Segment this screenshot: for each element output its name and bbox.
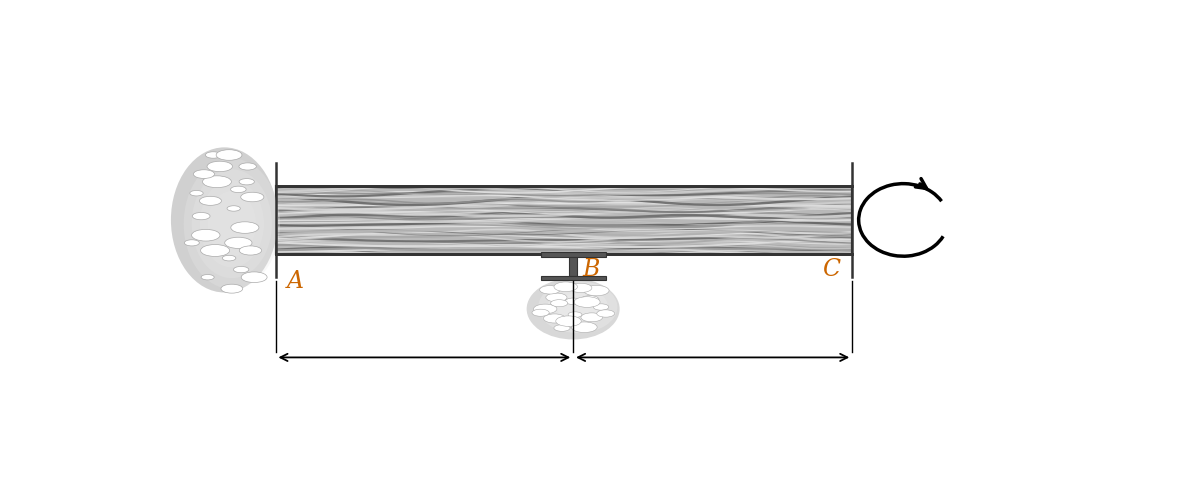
Circle shape: [565, 321, 581, 327]
Bar: [276, 186, 852, 254]
Bar: [852, 60, 1080, 441]
Circle shape: [540, 286, 560, 294]
Circle shape: [581, 313, 602, 322]
Circle shape: [227, 206, 240, 211]
Circle shape: [199, 196, 222, 205]
Circle shape: [190, 190, 203, 196]
Text: B: B: [582, 258, 600, 281]
Ellipse shape: [170, 147, 278, 293]
Circle shape: [544, 314, 565, 323]
Circle shape: [230, 186, 246, 192]
Bar: [150, 60, 276, 441]
Text: Determine the reactions at the supports, then draw the moment diagram. Assume th: Determine the reactions at the supports,…: [160, 69, 1036, 88]
Ellipse shape: [208, 191, 256, 256]
Circle shape: [534, 304, 557, 313]
Circle shape: [193, 170, 215, 179]
Circle shape: [593, 304, 608, 310]
Circle shape: [571, 322, 598, 332]
Bar: [541, 252, 606, 256]
Circle shape: [192, 212, 210, 220]
Text: C: C: [822, 258, 840, 281]
Circle shape: [554, 325, 570, 331]
Bar: [150, 60, 1080, 186]
Ellipse shape: [539, 281, 617, 333]
Circle shape: [202, 274, 214, 280]
Bar: [570, 256, 577, 276]
Circle shape: [574, 297, 600, 308]
Circle shape: [239, 246, 262, 255]
Circle shape: [208, 161, 233, 172]
Ellipse shape: [527, 278, 619, 339]
Circle shape: [185, 240, 199, 246]
Circle shape: [224, 237, 252, 248]
Circle shape: [230, 222, 259, 233]
Circle shape: [554, 282, 577, 292]
Circle shape: [216, 150, 242, 160]
Bar: [150, 254, 1080, 441]
Circle shape: [583, 285, 610, 296]
Circle shape: [221, 284, 242, 293]
Circle shape: [239, 179, 254, 185]
Circle shape: [581, 296, 599, 303]
Ellipse shape: [184, 158, 280, 289]
Text: 400 lb·ft: 400 lb·ft: [962, 207, 1043, 226]
Ellipse shape: [199, 180, 264, 267]
Ellipse shape: [547, 287, 608, 327]
Ellipse shape: [557, 293, 599, 321]
Circle shape: [569, 283, 592, 293]
Circle shape: [203, 176, 232, 187]
Circle shape: [200, 245, 229, 256]
Circle shape: [241, 192, 264, 202]
Circle shape: [241, 272, 268, 283]
Text: A: A: [287, 270, 304, 293]
Bar: [541, 276, 606, 280]
Text: support at B is a roller. EI is constant.: support at B is a roller. EI is constant…: [160, 111, 536, 130]
Circle shape: [532, 309, 550, 316]
Circle shape: [551, 300, 568, 307]
Text: 8 ft: 8 ft: [409, 324, 439, 342]
Text: 8 ft: 8 ft: [697, 324, 727, 342]
Circle shape: [222, 255, 236, 261]
Circle shape: [205, 152, 221, 158]
Ellipse shape: [192, 169, 272, 278]
Circle shape: [565, 298, 581, 305]
Circle shape: [239, 163, 257, 170]
Circle shape: [596, 310, 614, 317]
Circle shape: [556, 316, 581, 326]
Circle shape: [568, 312, 582, 317]
Circle shape: [546, 293, 566, 302]
Circle shape: [234, 266, 248, 273]
Circle shape: [192, 229, 220, 241]
